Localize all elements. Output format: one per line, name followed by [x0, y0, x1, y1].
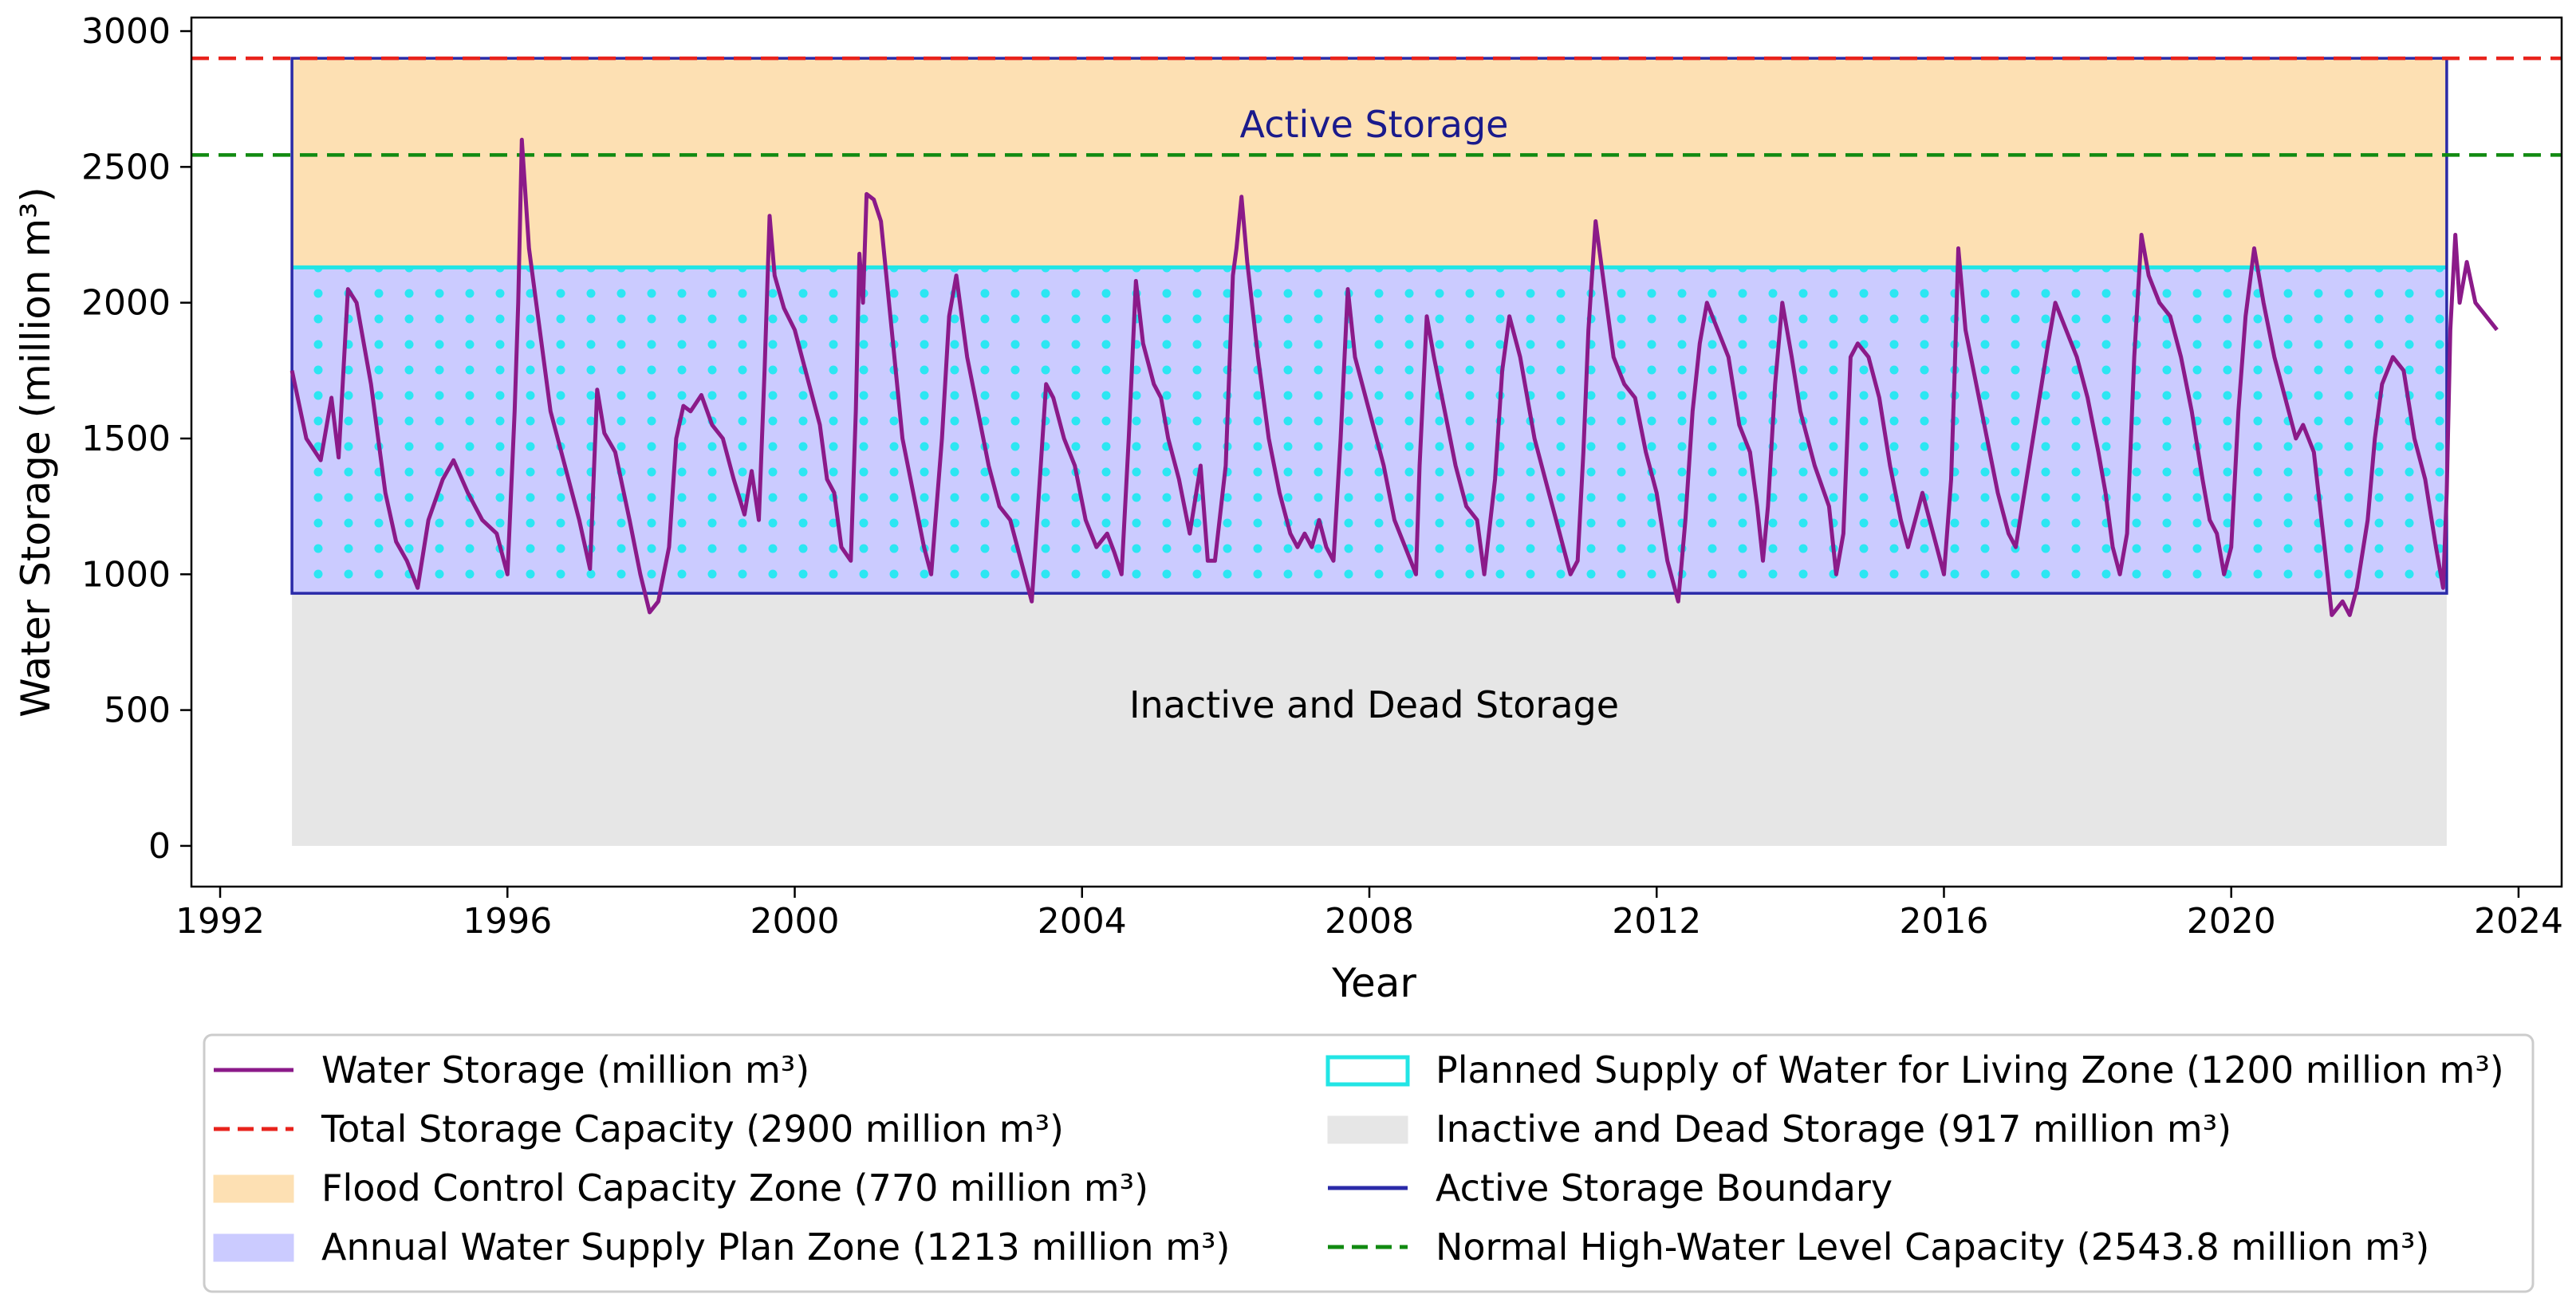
storage-zones: [290, 57, 2448, 846]
y-tick-label-500: 500: [104, 690, 171, 731]
legend-entry-6: Active Storage Boundary: [1328, 1166, 1893, 1210]
x-tick-label-2008: 2008: [1325, 901, 1414, 942]
active-storage-label: Active Storage: [1240, 103, 1509, 146]
legend-label-7: Normal High-Water Level Capacity (2543.8…: [1436, 1225, 2429, 1269]
x-tick-label-1992: 1992: [175, 901, 265, 942]
legend-entry-3: Annual Water Supply Plan Zone (1213 mill…: [213, 1225, 1230, 1269]
inactive-dead-zone: [292, 593, 2447, 846]
legend-label-6: Active Storage Boundary: [1436, 1166, 1893, 1210]
y-tick-label-1500: 1500: [81, 419, 171, 459]
capacity-lines: [191, 56, 2562, 157]
legend-entry-5: Inactive and Dead Storage (917 million m…: [1327, 1107, 2231, 1151]
x-axis-label: Year: [1331, 960, 1416, 1006]
series-line-0: [290, 137, 2499, 617]
legend-swatch-5: [1327, 1115, 1408, 1144]
x-tick-label-1996: 1996: [463, 901, 552, 942]
legend: Water Storage (million m³) Total Storage …: [203, 1033, 2535, 1293]
legend-label-0: Water Storage (million m³): [321, 1048, 809, 1092]
legend-entry-4: Planned Supply of Water for Living Zone …: [1325, 1048, 2504, 1092]
legend-entry-0: Water Storage (million m³): [214, 1048, 809, 1092]
x-tick-label-2012: 2012: [1612, 901, 1701, 942]
x-tick-label-2000: 2000: [750, 901, 840, 942]
legend-swatch-2: [213, 1174, 294, 1203]
flood-control-zone: [292, 58, 2447, 268]
y-axis-label: Water Storage (million m³): [13, 187, 59, 717]
legend-label-4: Planned Supply of Water for Living Zone …: [1436, 1048, 2504, 1092]
y-tick-label-2500: 2500: [81, 147, 171, 187]
legend-entry-7: Normal High-Water Level Capacity (2543.8…: [1328, 1225, 2429, 1269]
x-tick-label-2004: 2004: [1038, 901, 1127, 942]
plot-frame: [190, 16, 2563, 888]
legend-label-5: Inactive and Dead Storage (917 million m…: [1436, 1107, 2231, 1151]
y-tick-label-3000: 3000: [81, 11, 171, 52]
inactive-storage-label: Inactive and Dead Storage: [1129, 683, 1619, 726]
legend-entry-1: Total Storage Capacity (2900 million m³): [214, 1107, 1064, 1151]
x-axis-ticks: 1992 1996 2000 2004 2008 2012 2016 2020 2024: [175, 887, 2563, 942]
legend-frame: [203, 1033, 2535, 1293]
legend-label-3: Annual Water Supply Plan Zone (1213 mill…: [321, 1225, 1230, 1269]
x-tick-label-2024: 2024: [2474, 901, 2563, 942]
y-tick-label-2000: 2000: [81, 283, 171, 324]
legend-entry-2: Flood Control Capacity Zone (770 million…: [213, 1166, 1148, 1210]
y-axis-ticks: 0 500 1000 1500 2000 2500 3000: [81, 11, 191, 867]
y-tick-label-0: 0: [148, 826, 171, 867]
water-storage-series: [290, 137, 2499, 617]
x-tick-label-2016: 2016: [1899, 901, 1988, 942]
x-tick-label-2020: 2020: [2187, 901, 2276, 942]
legend-swatch-3: [213, 1233, 294, 1262]
legend-swatch-4: [1325, 1055, 1410, 1087]
planned-supply-dots: [292, 267, 2447, 594]
y-tick-label-1000: 1000: [81, 554, 171, 595]
legend-label-2: Flood Control Capacity Zone (770 million…: [321, 1166, 1148, 1210]
legend-label-1: Total Storage Capacity (2900 million m³): [321, 1107, 1064, 1151]
